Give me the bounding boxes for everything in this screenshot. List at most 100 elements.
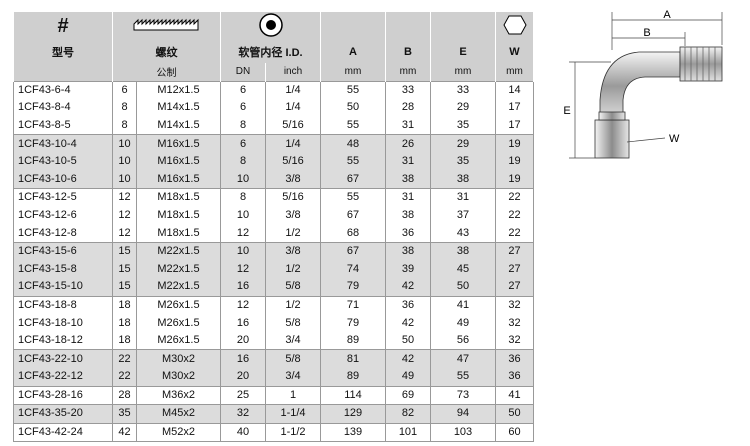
- model-cell: 1CF43-22-10: [13, 349, 113, 368]
- table-row: 1CF43-18-12 18 M26x1.5 20 3/4 89 50 56 32: [13, 331, 534, 350]
- model-icon: #: [13, 12, 113, 41]
- dim-a-cell: 67: [320, 206, 386, 225]
- thread-cell: M22x1.5: [136, 241, 221, 261]
- unit: 公制: [112, 63, 221, 81]
- dn-cell: 6: [220, 99, 266, 117]
- dim-b-cell: 39: [385, 260, 431, 279]
- thread-cell: M16x1.5: [136, 152, 221, 171]
- table-row: 1CF43-12-8 12 M18x1.5 12 1/2 68 36 43 22: [13, 224, 534, 243]
- dim-e-cell: 45: [430, 260, 496, 279]
- dim-a-cell: 55: [320, 152, 386, 171]
- inch-cell: 1-1/2: [265, 422, 321, 443]
- model-cell: 1CF43-35-20: [13, 404, 113, 424]
- inch-cell: 5/16: [265, 116, 321, 135]
- table-row: 1CF43-15-10 15 M22x1.5 16 5/8 79 42 50 27: [13, 278, 534, 297]
- model-cell: 1CF43-12-5: [13, 188, 113, 207]
- blank: [430, 12, 496, 41]
- model-cell: 1CF43-18-12: [13, 331, 113, 350]
- dn-cell: 40: [220, 422, 266, 443]
- table-row: 1CF43-22-12 22 M30x2 20 3/4 89 49 55 36: [13, 368, 534, 387]
- dim-e-cell: 38: [430, 241, 496, 261]
- hex-icon: [495, 12, 534, 41]
- spec-table: # 型号 螺纹 软管内径 I.D. A B E W 公制 DN inch mm …: [13, 12, 534, 443]
- dn-cell: 8: [220, 188, 266, 207]
- table-row: 1CF43-22-10 22 M30x2 16 5/8 81 42 47 36: [13, 349, 534, 368]
- dn-cell: 8: [220, 152, 266, 171]
- dim-a-cell: 79: [320, 278, 386, 297]
- col-header: 螺纹: [112, 41, 221, 63]
- model-cell: 1CF43-15-8: [13, 260, 113, 279]
- dim-b-cell: 50: [385, 331, 431, 350]
- thread-cell: M22x1.5: [136, 278, 221, 297]
- dim-w-cell: 14: [495, 80, 534, 100]
- thread-icon: [112, 12, 221, 41]
- dn-cell: 10: [220, 241, 266, 261]
- fitting-diagram: A B E W: [563, 9, 723, 159]
- thread-cell: M18x1.5: [136, 224, 221, 243]
- table-row: 1CF43-12-5 12 M18x1.5 8 5/16 55 31 31 22: [13, 188, 534, 207]
- dim-b-cell: 36: [385, 295, 431, 315]
- unit: mm: [495, 63, 534, 81]
- dim-b-cell: 49: [385, 368, 431, 387]
- dn-cell: 12: [220, 224, 266, 243]
- dim-b-cell: 26: [385, 134, 431, 153]
- thread-cell: M22x1.5: [136, 260, 221, 279]
- thread-cell: M16x1.5: [136, 134, 221, 153]
- col-header: W: [495, 41, 534, 63]
- dim-a-cell: 55: [320, 188, 386, 207]
- thread-size-cell: 22: [112, 349, 137, 368]
- model-cell: 1CF43-8-4: [13, 99, 113, 117]
- unit: mm: [430, 63, 496, 81]
- dim-e-cell: 41: [430, 295, 496, 315]
- dim-b-cell: 31: [385, 188, 431, 207]
- thread-cell: M14x1.5: [136, 116, 221, 135]
- inch-cell: 5/8: [265, 349, 321, 368]
- dim-a-cell: 67: [320, 170, 386, 189]
- dim-e-cell: 37: [430, 206, 496, 225]
- thread-size-cell: 22: [112, 368, 137, 387]
- dim-a-cell: 67: [320, 241, 386, 261]
- inch-cell: 3/8: [265, 206, 321, 225]
- inch-cell: 3/4: [265, 331, 321, 350]
- dim-b-cell: 101: [385, 422, 431, 443]
- dim-b-cell: 42: [385, 314, 431, 332]
- hose-icon: [220, 12, 321, 41]
- table-row: 1CF43-18-10 18 M26x1.5 16 5/8 79 42 49 32: [13, 314, 534, 332]
- dim-b-cell: 31: [385, 152, 431, 171]
- thread-cell: M16x1.5: [136, 170, 221, 189]
- dim-b-cell: 31: [385, 116, 431, 135]
- dn-cell: 6: [220, 134, 266, 153]
- model-cell: 1CF43-15-10: [13, 278, 113, 297]
- thread-size-cell: 12: [112, 188, 137, 207]
- dim-w-cell: 32: [495, 331, 534, 350]
- dim-a-cell: 68: [320, 224, 386, 243]
- thread-size-cell: 15: [112, 241, 137, 261]
- dim-a-cell: 129: [320, 404, 386, 424]
- dim-a-cell: 55: [320, 116, 386, 135]
- thread-cell: M18x1.5: [136, 188, 221, 207]
- dim-b-cell: 33: [385, 80, 431, 100]
- thread-size-cell: 10: [112, 152, 137, 171]
- dim-e-cell: 29: [430, 99, 496, 117]
- model-cell: 1CF43-10-5: [13, 152, 113, 171]
- thread-cell: M30x2: [136, 349, 221, 368]
- blank: [320, 12, 386, 41]
- dim-label: W: [669, 133, 680, 145]
- thread-cell: M36x2: [136, 385, 221, 405]
- dim-e-cell: 35: [430, 152, 496, 171]
- thread-cell: M18x1.5: [136, 206, 221, 225]
- col-header: 软管内径 I.D.: [220, 41, 321, 63]
- thread-size-cell: 28: [112, 385, 137, 405]
- dim-e-cell: 47: [430, 349, 496, 368]
- dim-a-cell: 79: [320, 314, 386, 332]
- thread-cell: M52x2: [136, 422, 221, 443]
- inch-cell: 5/16: [265, 188, 321, 207]
- inch-cell: 1/2: [265, 295, 321, 315]
- dim-w-cell: 32: [495, 295, 534, 315]
- model-cell: 1CF43-42-24: [13, 422, 113, 443]
- table-row: 1CF43-42-24 42 M52x2 40 1-1/2 139 101 103 60: [13, 422, 534, 443]
- unit: mm: [320, 63, 386, 81]
- dim-w-cell: 22: [495, 224, 534, 243]
- dn-cell: 32: [220, 404, 266, 424]
